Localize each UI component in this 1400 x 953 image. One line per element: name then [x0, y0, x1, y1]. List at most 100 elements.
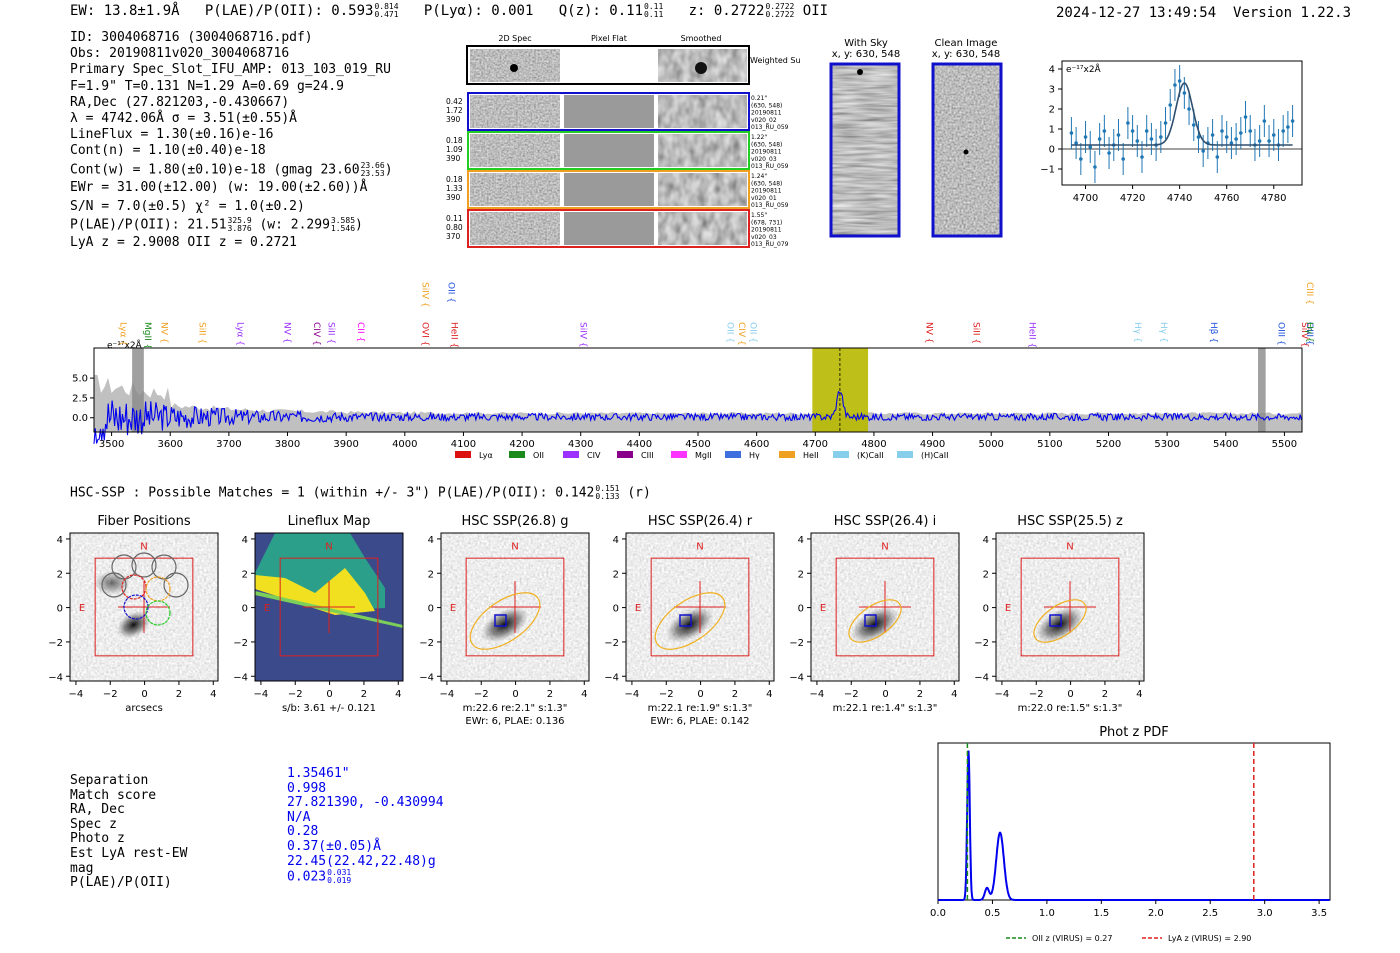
spectrum-xtick-label: 3700 [216, 439, 241, 450]
photz-pdf-plot: Phot z PDF 0.0 0.5 1.0 1.5 2.0 2.5 3.0 3.5 OII z … [930, 725, 1331, 943]
spectrum-legend-label: (K)CaII [857, 451, 884, 460]
hsc-panel-0: Fiber Positions N E 4 2 0 −2 −4 −4 −2 0 2 4 arcsecs [48, 514, 219, 714]
photz-xtick-label: 1.0 [1039, 908, 1055, 919]
match-value-ew: 0.37(±0.05)Å [287, 838, 381, 854]
cutout-flat-2 [564, 173, 654, 206]
spectrum-line-name: Hγ { [1132, 322, 1142, 343]
spectrum-line-name: Lyα { [117, 322, 127, 346]
fit-point [1097, 137, 1102, 141]
spectrum-line-label: OII { [748, 322, 758, 343]
hsc-xtick-label: 4 [1136, 689, 1142, 700]
hsc-xtick-label: 2 [547, 689, 553, 700]
spectrum-line-label: SiII { [325, 322, 335, 344]
hsc-search-box [465, 557, 565, 657]
header-plae-lo: 0.471 [374, 10, 399, 19]
photz-xtick-label: 3.5 [1311, 908, 1327, 919]
hsc-aperture-ellipse [1033, 599, 1087, 643]
header-z: z: 0.2722 [688, 3, 765, 19]
fit-ytick-label: 2 [1049, 105, 1055, 116]
hsc-xtick-label: 2 [732, 689, 738, 700]
spectrum-xtick-label: 3900 [333, 439, 358, 450]
match-value-score: 0.998 [287, 780, 327, 796]
spectrum-legend-swatch [833, 451, 849, 458]
match-value-mag: 22.45(22.42,22.48)g [287, 853, 436, 869]
cutout-col-title-smooth: Smoothed [681, 34, 722, 43]
spectrum-xtick-label: 5000 [978, 439, 1003, 450]
spectrum-line-label: Hβ { [1208, 322, 1218, 343]
hsc-summary-text: HSC-SSP : Possible Matches = 1 (within +… [70, 485, 595, 501]
hsc-xtick-label: 4 [210, 689, 216, 700]
spectrum-line-label: CIII { [1304, 282, 1314, 305]
hsc-ytick-label: −2 [233, 638, 248, 649]
fit-point [1196, 135, 1201, 139]
cutout-spec-3 [470, 212, 560, 245]
fit-point [1173, 83, 1177, 87]
info-lya-z: LyA z = 2.9008 OII z = 0.2721 [70, 235, 297, 251]
cutout-left-label: 1.09 [446, 145, 463, 154]
cutout-spec-1 [470, 134, 560, 167]
hsc-east-label: E [450, 603, 456, 614]
hsc-ytick-label: −4 [604, 672, 619, 683]
hsc-east-label: E [820, 603, 826, 614]
hsc-search-box [94, 557, 194, 657]
fiber-circle [101, 572, 127, 598]
spectrum-line-label: MgII { [142, 322, 152, 349]
match-label-radec: RA, Dec [70, 802, 125, 818]
header-version: Version 1.22.3 [1233, 5, 1352, 21]
cutout-left-label: 0.80 [446, 223, 463, 232]
hsc-xtick-label: −4 [810, 689, 825, 700]
hsc-xtick-label: −2 [474, 689, 489, 700]
fit-ytick-label: 3 [1049, 85, 1055, 96]
fit-point [1215, 155, 1220, 159]
fit-point [1220, 129, 1224, 133]
spectrum-legend-label: CIV [587, 451, 601, 460]
hsc-ytick-label: −2 [419, 638, 434, 649]
spectrum-legend-swatch [617, 451, 633, 458]
spectrum-line-name: OIII { [1275, 322, 1285, 346]
fit-point [1168, 103, 1173, 107]
header-qz-lo: 0.11 [644, 10, 664, 19]
fit-point [1224, 135, 1229, 139]
spectrum-line-label: SiII { [196, 322, 206, 344]
lineflux-contour-high [255, 568, 375, 615]
hsc-ytick-label: 4 [798, 535, 804, 546]
spectrum-line-name: OII { [446, 282, 456, 303]
info-contw: Cont(w) = 1.80(±0.10)e-18 (gmag 23.60 [70, 162, 360, 178]
spectrum-ytick-label: 2.5 [72, 393, 88, 404]
cutout-right-label: 20190811 [751, 149, 782, 156]
spectrum-xtick-label: 4300 [568, 439, 593, 450]
fit-point [1281, 129, 1285, 133]
spectrum-xtick-label: 5300 [1154, 439, 1179, 450]
cutout-right-label: (630, 548) [751, 180, 782, 187]
cutout-right-label: v020_03 [751, 156, 777, 163]
cutout-left-label: 0.11 [446, 214, 463, 223]
hsc-north-label: N [325, 541, 332, 552]
spectrum-legend-label: MgII [695, 451, 712, 460]
cutout-smooth-0 [658, 95, 747, 128]
fit-xtick-label: 4700 [1073, 193, 1098, 204]
photz-legend-label: OII z (VIRUS) = 0.27 [1032, 934, 1112, 943]
fit-point [1083, 135, 1088, 139]
hsc-ytick-label: 2 [983, 569, 989, 580]
cutout-right-label: (630, 548) [751, 141, 782, 148]
hsc-match-box [494, 614, 507, 627]
detection-info: ID: 3004068716 (3004068716.pdf) Obs: 201… [70, 30, 393, 251]
hsc-summary: HSC-SSP : Possible Matches = 1 (within +… [70, 485, 651, 501]
fit-point [1107, 151, 1111, 155]
fiber-circle [121, 574, 147, 600]
cutout-right-label: 1.55" [751, 212, 767, 219]
hsc-ytick-label: −4 [419, 672, 434, 683]
clean-image-frame [931, 62, 1003, 238]
hsc-xtick-label: −4 [995, 689, 1010, 700]
match-value-photoz: 0.28 [287, 824, 319, 840]
match-label-score: Match score [70, 787, 157, 803]
hsc-search-box [1020, 557, 1120, 657]
cutout-right-label: 013_RU_079 [751, 241, 789, 248]
cutout-smooth-3 [658, 212, 747, 245]
fiber-circle [145, 600, 171, 626]
match-plae-hi: 0.031 [327, 868, 352, 878]
hsc-panel-3: HSC SSP(26.4) r N E 4 2 0 −2 −4 −4 −2 0 2 4 m:22.1 re… [604, 514, 775, 727]
spectrum-line-label: SiIV { [419, 282, 429, 308]
cutout-spec-0 [470, 95, 560, 128]
hsc-search-box [835, 557, 935, 657]
